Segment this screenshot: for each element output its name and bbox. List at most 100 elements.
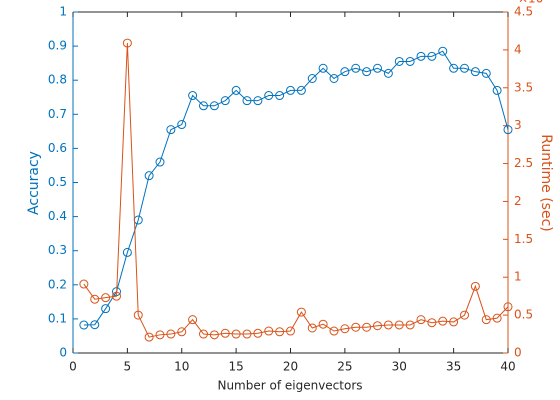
data-point bbox=[177, 327, 187, 337]
x-axis-label: Number of eigenvectors bbox=[217, 379, 362, 393]
data-point bbox=[449, 317, 459, 327]
data-point bbox=[362, 67, 372, 77]
data-point bbox=[209, 330, 219, 340]
data-point bbox=[318, 319, 328, 329]
y2-tick-label: 2 bbox=[514, 194, 522, 208]
series-line bbox=[83, 50, 509, 326]
y2-axis-label: Runtime (sec) bbox=[538, 134, 554, 231]
x-tick-label: 40 bbox=[500, 360, 515, 374]
y-tick-label: 0.6 bbox=[48, 141, 67, 155]
data-point bbox=[503, 125, 513, 135]
y2-tick-label: 3.5 bbox=[514, 80, 533, 94]
x-tick-label: 25 bbox=[337, 360, 352, 374]
y-tick-label: 0.8 bbox=[48, 73, 67, 87]
data-point bbox=[351, 322, 361, 332]
data-point bbox=[188, 315, 198, 325]
data-point bbox=[286, 326, 295, 336]
data-point bbox=[416, 51, 426, 61]
data-point bbox=[199, 329, 208, 339]
data-point bbox=[340, 67, 350, 77]
data-point bbox=[470, 281, 480, 291]
x-tick-label: 10 bbox=[174, 360, 189, 374]
x-tick-label: 20 bbox=[283, 360, 298, 374]
data-point bbox=[155, 157, 165, 167]
data-point bbox=[90, 320, 100, 330]
data-point bbox=[373, 63, 382, 73]
y-tick-label: 0.4 bbox=[48, 209, 67, 223]
data-point bbox=[481, 315, 491, 325]
data-point bbox=[470, 67, 480, 77]
data-point bbox=[122, 247, 132, 257]
data-point bbox=[90, 294, 100, 304]
y-axis-label: Accuracy bbox=[26, 151, 42, 215]
data-point bbox=[394, 320, 404, 330]
data-point bbox=[166, 329, 176, 339]
exponent-label: ×10 bbox=[518, 0, 543, 6]
y2-tick-label: 1 bbox=[514, 270, 522, 284]
y-tick-label: 0.9 bbox=[48, 39, 67, 53]
data-point bbox=[101, 304, 111, 314]
y2-tick-label: 0.5 bbox=[514, 308, 533, 322]
data-point bbox=[166, 125, 176, 135]
data-point bbox=[275, 327, 285, 337]
data-point bbox=[460, 310, 469, 320]
data-point bbox=[492, 313, 502, 323]
data-point bbox=[329, 326, 339, 336]
x-tick-label: 30 bbox=[392, 360, 407, 374]
x-tick-label: 5 bbox=[124, 360, 132, 374]
data-point bbox=[242, 329, 252, 339]
data-point bbox=[405, 56, 415, 66]
data-point bbox=[220, 328, 230, 338]
data-point bbox=[427, 318, 437, 328]
data-point bbox=[264, 91, 274, 101]
data-point bbox=[264, 326, 274, 336]
data-point bbox=[416, 315, 426, 325]
data-point bbox=[199, 101, 208, 111]
y-tick-label: 0.7 bbox=[48, 107, 67, 121]
data-point bbox=[209, 101, 219, 111]
y-tick-label: 0 bbox=[59, 346, 67, 360]
data-point bbox=[460, 63, 469, 73]
data-point bbox=[481, 68, 491, 78]
data-point bbox=[307, 323, 317, 333]
y-tick-label: 0.5 bbox=[48, 175, 67, 189]
y2-tick-label: 2.5 bbox=[514, 156, 533, 170]
data-point bbox=[253, 96, 263, 106]
data-point bbox=[188, 91, 198, 101]
y-tick-label: 0.1 bbox=[48, 311, 67, 325]
data-point bbox=[296, 85, 306, 95]
data-point bbox=[122, 38, 132, 48]
series-line bbox=[83, 43, 509, 338]
data-point bbox=[231, 329, 241, 339]
data-point bbox=[286, 85, 295, 95]
data-point bbox=[405, 320, 415, 330]
data-point bbox=[253, 328, 263, 338]
data-point bbox=[242, 96, 252, 106]
data-point bbox=[362, 322, 372, 332]
y2-tick-label: 3 bbox=[514, 118, 522, 132]
y-tick-label: 0.2 bbox=[48, 277, 67, 291]
data-point bbox=[231, 85, 241, 95]
data-point bbox=[449, 63, 459, 73]
data-point bbox=[155, 330, 165, 340]
data-point bbox=[296, 307, 306, 317]
data-point bbox=[492, 85, 502, 95]
data-point bbox=[275, 91, 285, 101]
data-point bbox=[383, 68, 393, 78]
data-point bbox=[427, 51, 437, 61]
data-point bbox=[438, 316, 448, 326]
y2-tick-label: 0 bbox=[514, 346, 522, 360]
data-point bbox=[340, 324, 350, 334]
data-point bbox=[112, 291, 121, 301]
data-point bbox=[394, 56, 404, 66]
data-point bbox=[144, 171, 154, 181]
data-point bbox=[351, 63, 361, 73]
data-point bbox=[220, 96, 230, 106]
y2-tick-label: 4.5 bbox=[514, 5, 533, 19]
data-point bbox=[133, 310, 143, 320]
y2-tick-label: 4 bbox=[514, 42, 522, 56]
y-tick-label: 0.3 bbox=[48, 243, 67, 257]
x-tick-label: 15 bbox=[228, 360, 243, 374]
data-point bbox=[101, 293, 111, 303]
